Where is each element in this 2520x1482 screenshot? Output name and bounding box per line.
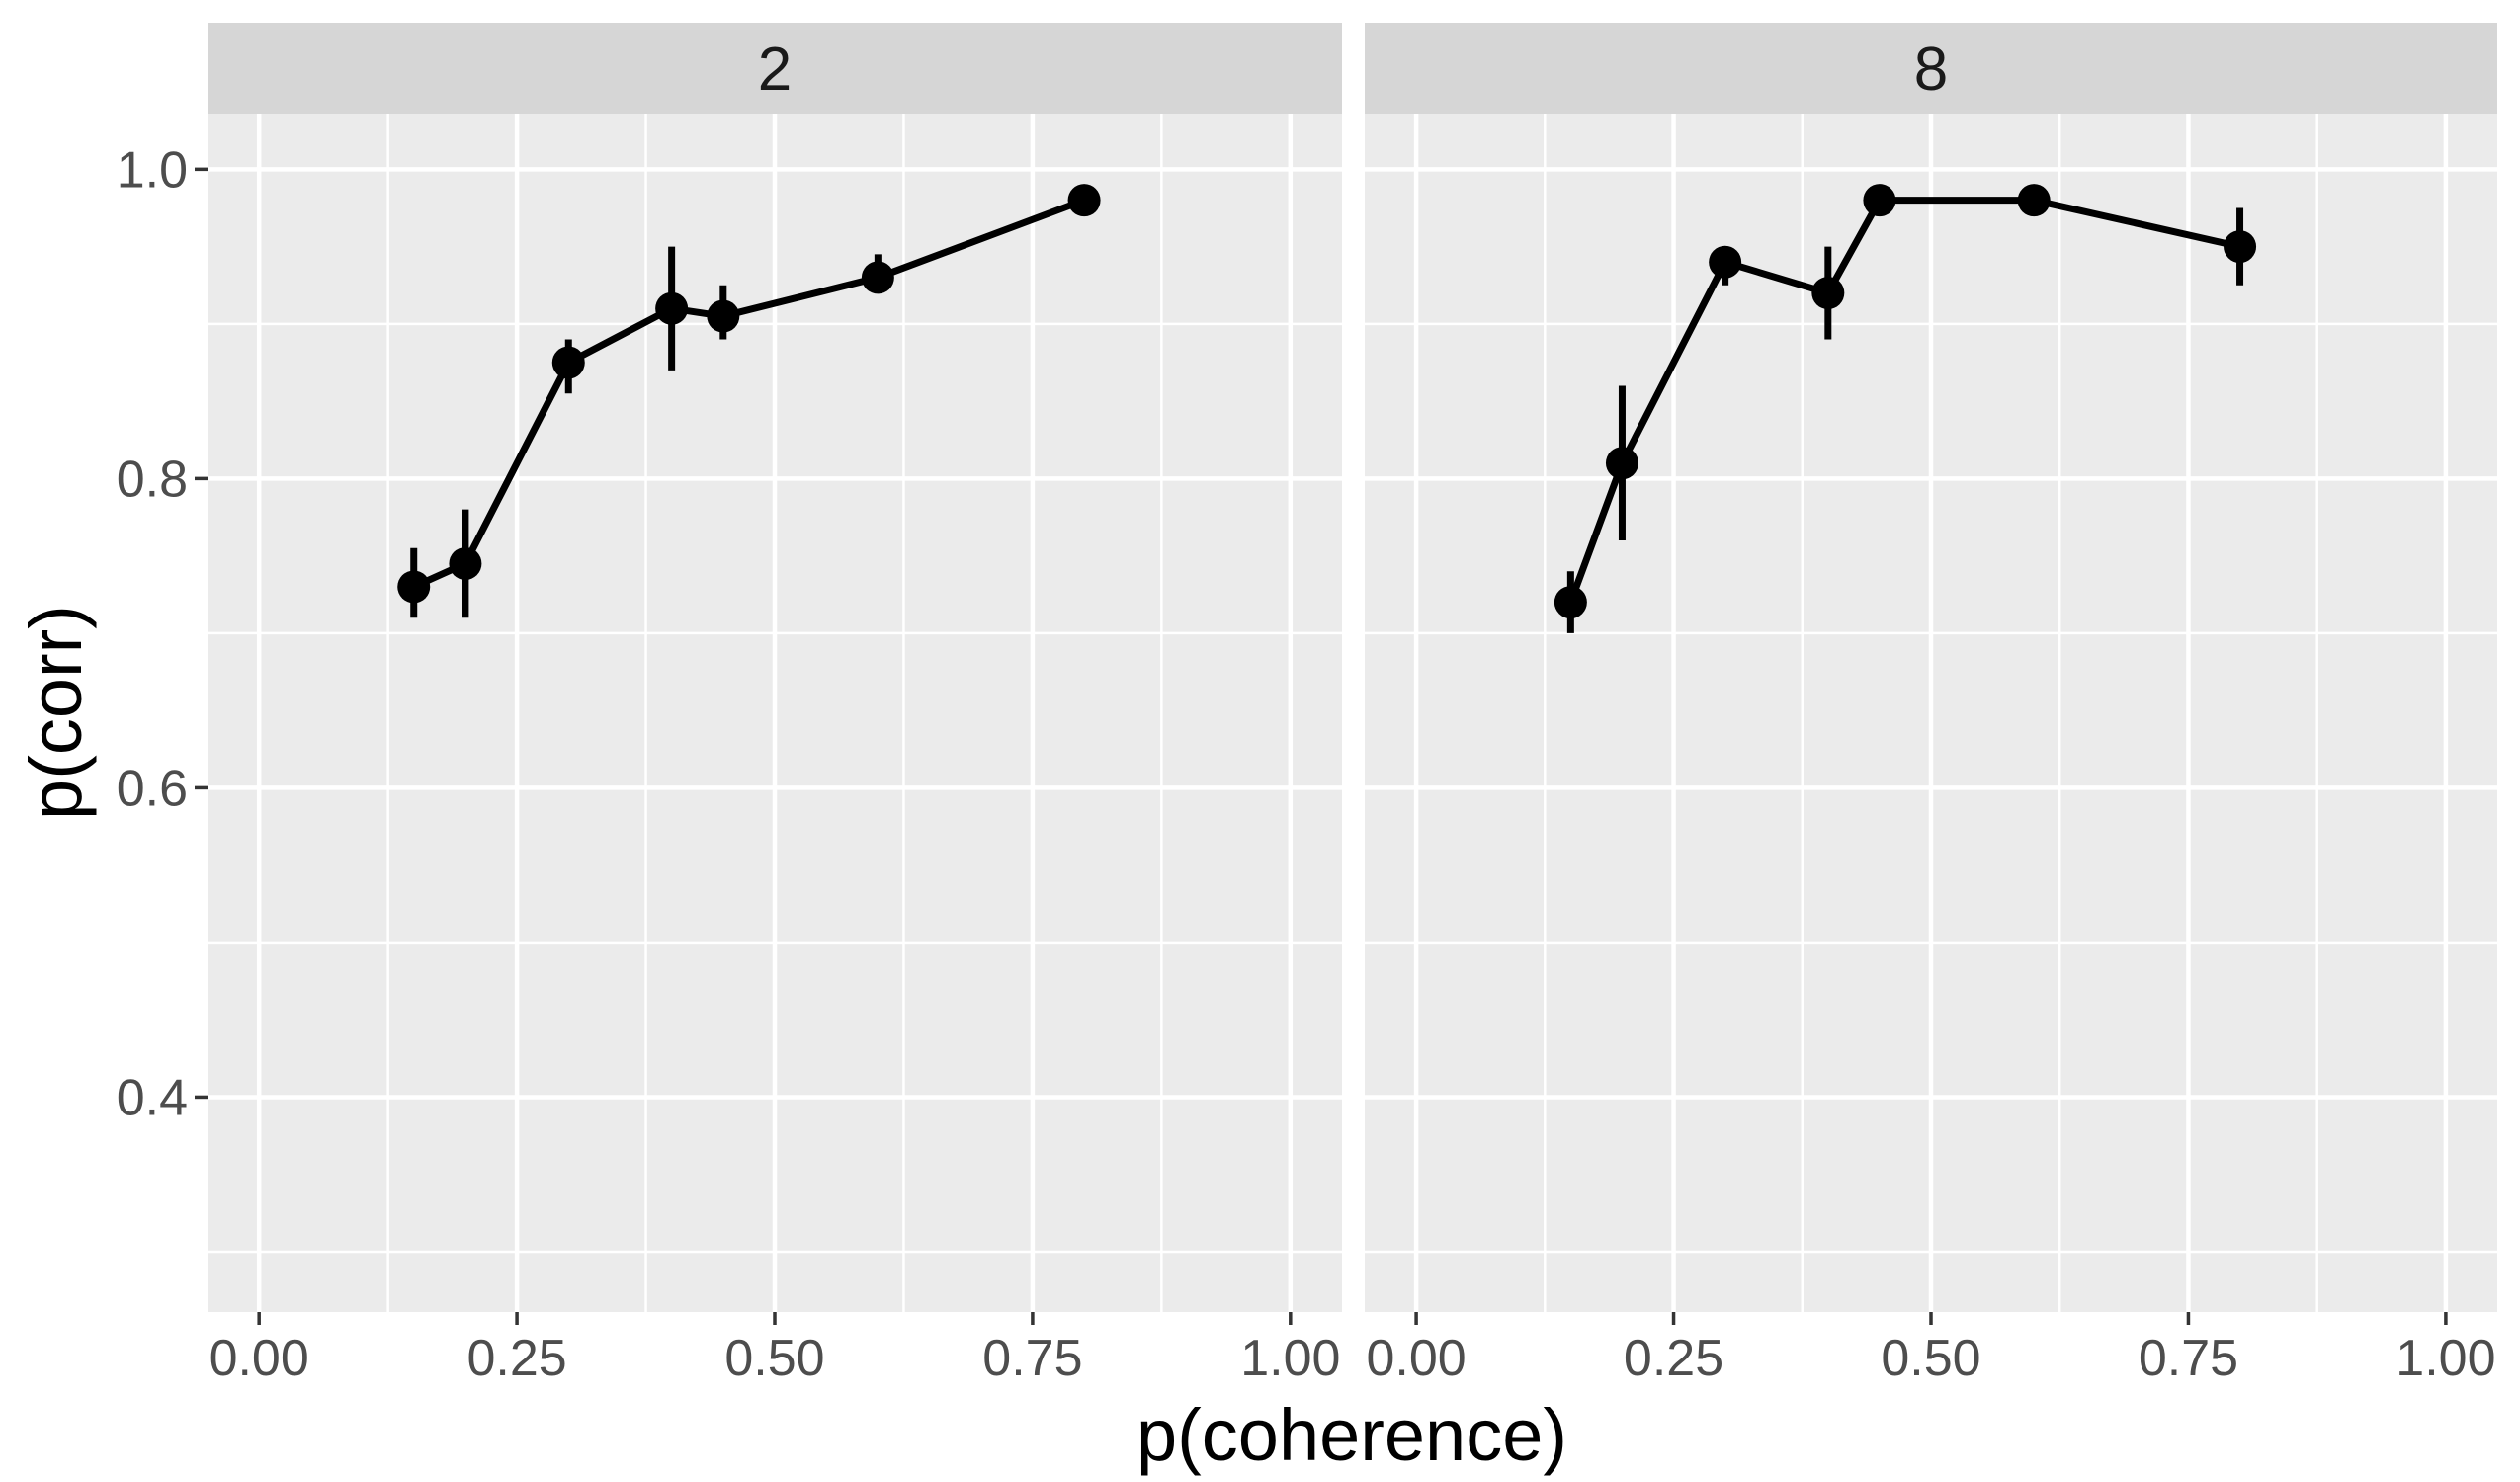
data-point [449, 546, 482, 580]
x-tick-label: 1.00 [1240, 1330, 1340, 1387]
data-point [1067, 184, 1101, 217]
facet-strip-label: 8 [1914, 36, 1948, 104]
data-point [1554, 586, 1587, 619]
x-axis-title: p(coherence) [1136, 1394, 1567, 1476]
data-point [397, 570, 431, 604]
facet-strip-label: 2 [758, 36, 792, 104]
x-tick-label: 1.00 [2395, 1330, 2495, 1387]
data-point [1605, 447, 1638, 480]
x-tick-label: 0.00 [210, 1330, 309, 1387]
data-point [655, 291, 689, 325]
x-tick-label: 0.25 [1624, 1330, 1723, 1387]
data-point [1863, 184, 1896, 217]
data-point [551, 346, 585, 379]
facet-strip [1365, 23, 2497, 114]
x-tick-label: 0.50 [1881, 1330, 1980, 1387]
x-tick-label: 0.75 [2139, 1330, 2238, 1387]
y-tick-label: 0.8 [117, 451, 188, 508]
data-point [861, 261, 894, 294]
y-tick-label: 0.6 [117, 760, 188, 817]
x-tick-label: 0.50 [724, 1330, 824, 1387]
y-tick-label: 1.0 [117, 141, 188, 199]
data-point [1709, 245, 1742, 279]
data-point [1811, 277, 1845, 310]
facet-strip [208, 23, 1342, 114]
y-axis-title: p(corr) [15, 605, 97, 820]
data-point [2017, 184, 2051, 217]
x-tick-label: 0.00 [1366, 1330, 1466, 1387]
x-tick-label: 0.25 [466, 1330, 566, 1387]
data-point [707, 299, 740, 333]
y-tick-label: 0.4 [117, 1069, 188, 1126]
data-point [2224, 230, 2257, 264]
x-tick-label: 0.75 [982, 1330, 1082, 1387]
